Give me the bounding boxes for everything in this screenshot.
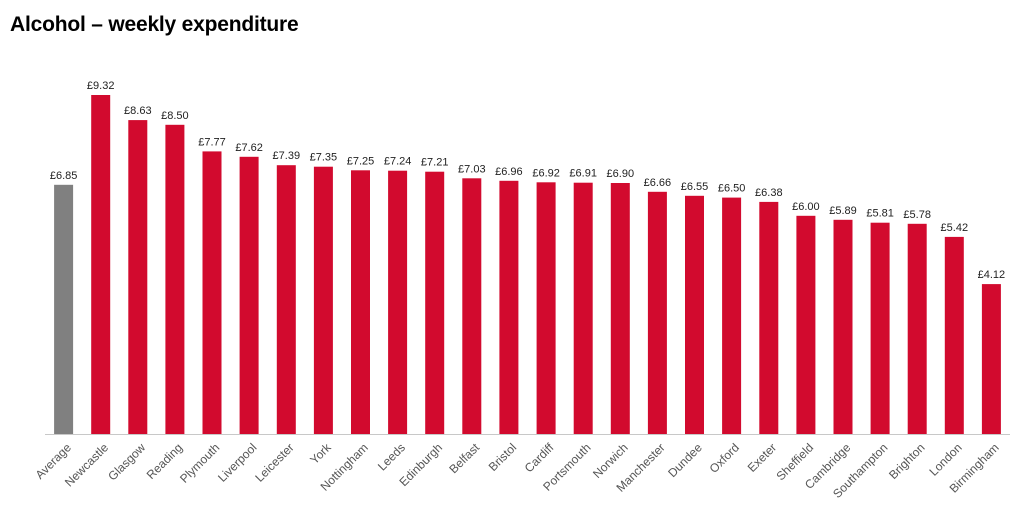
value-label-london: £5.42 (941, 222, 969, 234)
x-tick-labels-group: AverageNewcastleGlasgowReadingPlymouthLi… (33, 440, 1002, 501)
x-tick-label-dundee: Dundee (665, 440, 705, 480)
value-label-cambridge: £5.89 (829, 205, 857, 217)
value-label-glasgow: £8.63 (124, 105, 152, 117)
bar-norwich (610, 183, 630, 434)
bar-cardiff (536, 182, 556, 434)
bar-newcastle (91, 95, 111, 434)
value-label-newcastle: £9.32 (87, 80, 115, 92)
value-label-sheffield: £6.00 (792, 201, 820, 213)
bar-edinburgh (425, 171, 445, 434)
value-label-average: £6.85 (50, 170, 78, 182)
bar-leeds (388, 170, 408, 434)
x-tick-label-york: York (307, 440, 334, 467)
x-tick-label-belfast: Belfast (446, 440, 482, 476)
value-label-liverpool: £7.62 (235, 142, 263, 154)
value-label-dundee: £6.55 (681, 181, 709, 193)
bar-manchester (647, 191, 667, 434)
x-tick-label-leeds: Leeds (375, 440, 408, 473)
bar-leicester (276, 165, 296, 434)
bars-group (54, 95, 1001, 435)
chart-title: Alcohol – weekly expenditure (10, 13, 299, 36)
x-tick-label-oxford: Oxford (707, 440, 742, 475)
bar-nottingham (351, 170, 370, 435)
x-tick-label-liverpool: Liverpool (215, 440, 259, 484)
bar-dundee (685, 195, 704, 434)
bar-cambridge (833, 219, 853, 434)
value-label-leicester: £7.39 (273, 150, 301, 162)
bar-york (313, 166, 333, 434)
bar-portsmouth (573, 182, 593, 434)
x-tick-label-exeter: Exeter (745, 440, 779, 474)
bar-exeter (759, 201, 779, 434)
value-label-manchester: £6.66 (644, 177, 672, 189)
bar-plymouth (202, 151, 222, 434)
bar-glasgow (128, 120, 148, 434)
value-label-bristol: £6.96 (495, 166, 523, 178)
bar-oxford (722, 197, 742, 434)
value-label-plymouth: £7.77 (198, 136, 226, 148)
value-label-exeter: £6.38 (755, 187, 783, 199)
value-labels-group: £6.85 £9.32 £8.63 £8.50 £7.77 £7.62 £7.39 £7.35… (50, 80, 1005, 281)
value-label-leeds: £7.24 (384, 156, 412, 168)
x-tick-label-cardiff: Cardiff (522, 440, 557, 475)
value-label-birmingham: £4.12 (978, 269, 1006, 281)
x-tick-label-bristol: Bristol (486, 440, 519, 473)
value-label-cardiff: £6.92 (532, 167, 560, 179)
bar-brighton (907, 223, 927, 434)
x-tick-label-leicester: Leicester (252, 440, 296, 484)
bar-southampton (870, 222, 890, 434)
value-label-southampton: £5.81 (866, 208, 894, 220)
bar-sheffield (796, 215, 816, 434)
value-label-norwich: £6.90 (607, 168, 635, 180)
bar-bristol (499, 180, 519, 434)
value-label-oxford: £6.50 (718, 183, 746, 195)
bar-liverpool (239, 156, 259, 435)
value-label-brighton: £5.78 (903, 209, 931, 221)
bar-birmingham (981, 284, 1001, 434)
bar-average (54, 184, 74, 434)
value-label-nottingham: £7.25 (347, 155, 375, 167)
x-tick-label-glasgow: Glasgow (105, 440, 148, 483)
value-label-edinburgh: £7.21 (421, 157, 449, 169)
x-tick-label-brighton: Brighton (886, 440, 928, 482)
bar-reading (165, 124, 185, 435)
value-label-york: £7.35 (310, 152, 338, 164)
value-label-belfast: £7.03 (458, 163, 486, 175)
bar-belfast (462, 178, 482, 434)
value-label-reading: £8.50 (161, 110, 189, 122)
bar-london (944, 236, 964, 434)
x-tick-label-plymouth: Plymouth (177, 440, 222, 485)
value-label-portsmouth: £6.91 (569, 168, 597, 180)
